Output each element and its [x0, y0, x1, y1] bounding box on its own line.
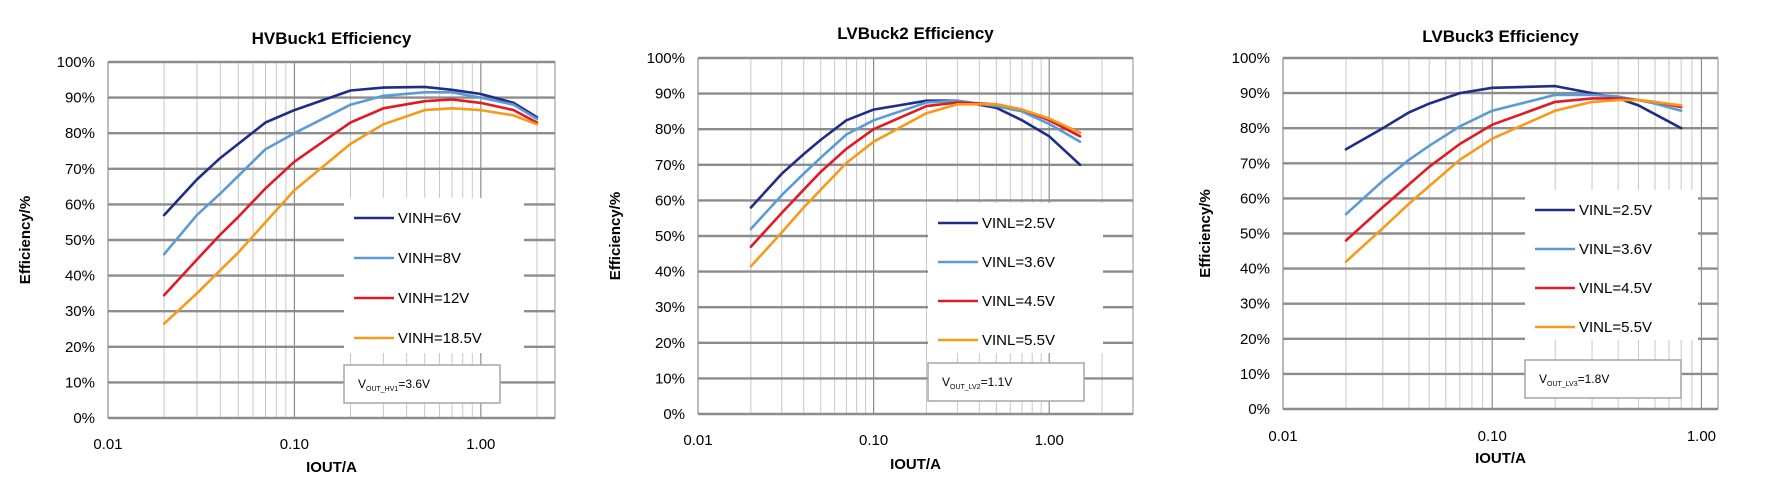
chart-title: LVBuck2 Efficiency [837, 24, 994, 43]
chart-title: HVBuck1 Efficiency [252, 29, 412, 48]
output-voltage-note: VOUT_LV2=1.1V [927, 362, 1085, 402]
y-tick-label: 60% [65, 196, 95, 213]
lvbuck3-efficiency-chart: 0% 10% 20% 30% 40% 50% 60% 70% 80% 90% 100% 0.01 0.1… [1197, 27, 1719, 467]
x-tick-label: 0.01 [93, 436, 122, 453]
y-axis-label: Efficiency/% [1197, 189, 1214, 277]
y-tick-label: 30% [1240, 296, 1270, 313]
y-tick-label: 90% [1240, 85, 1270, 102]
series-line [749, 99, 1082, 209]
x-tick-label: 0.10 [1478, 428, 1507, 445]
x-tick-label: 0.01 [683, 432, 712, 449]
series-lines [749, 99, 1082, 268]
plot-border [107, 61, 556, 419]
x-tick-label: 0.01 [1268, 428, 1297, 445]
series-line [749, 103, 1082, 268]
y-tick-label: 0% [1248, 401, 1270, 418]
y-tick-label: 100% [57, 54, 95, 71]
y-tick-label: 20% [1240, 331, 1270, 348]
legend-label: VINL=5.5V [982, 332, 1055, 349]
y-axis-label: Efficiency/% [17, 196, 34, 284]
legend-label: VINL=2.5V [982, 215, 1055, 232]
y-tick-label: 70% [1240, 155, 1270, 172]
x-tick-label: 1.00 [1035, 432, 1064, 449]
series-line [1344, 98, 1683, 263]
y-tick-label: 50% [655, 228, 685, 245]
x-tick-label: 0.10 [859, 432, 888, 449]
x-axis-label: IOUT/A [306, 459, 357, 476]
note-box [927, 362, 1085, 402]
legend-label: VINL=4.5V [1579, 280, 1652, 297]
series-line [162, 98, 539, 297]
series-lines [162, 85, 539, 326]
y-tick-label: 100% [1232, 50, 1270, 67]
output-voltage-note: VOUT_LV3=1.8V [1524, 359, 1682, 399]
plot-border [1282, 57, 1719, 410]
y-tick-label: 90% [65, 90, 95, 107]
series-line [749, 99, 1082, 231]
chart-title: LVBuck3 Efficiency [1422, 27, 1579, 46]
y-tick-label: 70% [65, 161, 95, 178]
note-box [343, 364, 501, 404]
x-axis-label: IOUT/A [1475, 450, 1526, 467]
x-axis-label: IOUT/A [890, 456, 941, 473]
plot-border [697, 57, 1134, 415]
y-tick-label: 40% [65, 268, 95, 285]
note-text: VOUT_LV2=1.1V [942, 375, 1012, 391]
y-tick-label: 0% [663, 406, 685, 423]
lvbuck2-efficiency-chart: 0% 10% 20% 30% 40% 50% 60% 70% 80% 90% 100% 0.01 0.1… [607, 24, 1134, 473]
y-tick-label: 60% [1240, 190, 1270, 207]
y-tick-label: 80% [65, 125, 95, 142]
y-tick-label: 20% [655, 335, 685, 352]
y-tick-label: 50% [65, 232, 95, 249]
y-tick-label: 20% [65, 339, 95, 356]
series-line [162, 91, 539, 256]
y-tick-label: 80% [655, 121, 685, 138]
y-tick-label: 70% [655, 157, 685, 174]
y-tick-label: 30% [655, 299, 685, 316]
legend-label: VINH=8V [398, 250, 461, 267]
legend-box [928, 203, 1103, 353]
y-tick-label: 10% [65, 374, 95, 391]
x-tick-label: 1.00 [466, 436, 495, 453]
x-tick-label: 0.10 [280, 436, 309, 453]
y-tick-label: 0% [73, 410, 95, 427]
y-tick-label: 30% [65, 303, 95, 320]
legend: VINH=6V VINH=8V VINH=12V VINH=18.5V [344, 198, 524, 353]
hvbuck1-efficiency-chart: 0% 10% 20% 30% 40% 50% 60% 70% 80% 90% 100% 0.01 0.1… [17, 29, 556, 476]
note-text: VOUT_HV1=3.6V [358, 377, 430, 393]
legend-label: VINH=6V [398, 210, 461, 227]
y-tick-label: 10% [655, 370, 685, 387]
legend-label: VINH=12V [398, 290, 469, 307]
legend: VINL=2.5V VINL=3.6V VINL=4.5V VINL=5.5V [1525, 190, 1698, 340]
note-box [1524, 359, 1682, 399]
legend-box [344, 198, 524, 353]
note-text: VOUT_LV3=1.8V [1539, 372, 1609, 388]
y-tick-label: 40% [655, 264, 685, 281]
legend-label: VINL=2.5V [1579, 202, 1652, 219]
legend-box [1525, 190, 1698, 340]
y-tick-label: 100% [647, 50, 685, 67]
legend-label: VINL=5.5V [1579, 319, 1652, 336]
y-tick-label: 40% [1240, 261, 1270, 278]
y-tick-label: 90% [655, 86, 685, 103]
x-tick-label: 1.00 [1687, 428, 1716, 445]
output-voltage-note: VOUT_HV1=3.6V [343, 364, 501, 404]
series-line [1344, 84, 1683, 151]
legend-label: VINH=18.5V [398, 330, 482, 347]
y-tick-label: 50% [1240, 226, 1270, 243]
y-tick-label: 60% [655, 192, 685, 209]
y-tick-label: 80% [1240, 120, 1270, 137]
series-line [162, 107, 539, 326]
legend-label: VINL=4.5V [982, 293, 1055, 310]
series-lines [1344, 84, 1683, 263]
legend-label: VINL=3.6V [982, 254, 1055, 271]
series-line [162, 85, 539, 217]
legend-label: VINL=3.6V [1579, 241, 1652, 258]
legend: VINL=2.5V VINL=3.6V VINL=4.5V VINL=5.5V [928, 203, 1103, 353]
y-axis-label: Efficiency/% [607, 192, 624, 280]
y-tick-label: 10% [1240, 366, 1270, 383]
